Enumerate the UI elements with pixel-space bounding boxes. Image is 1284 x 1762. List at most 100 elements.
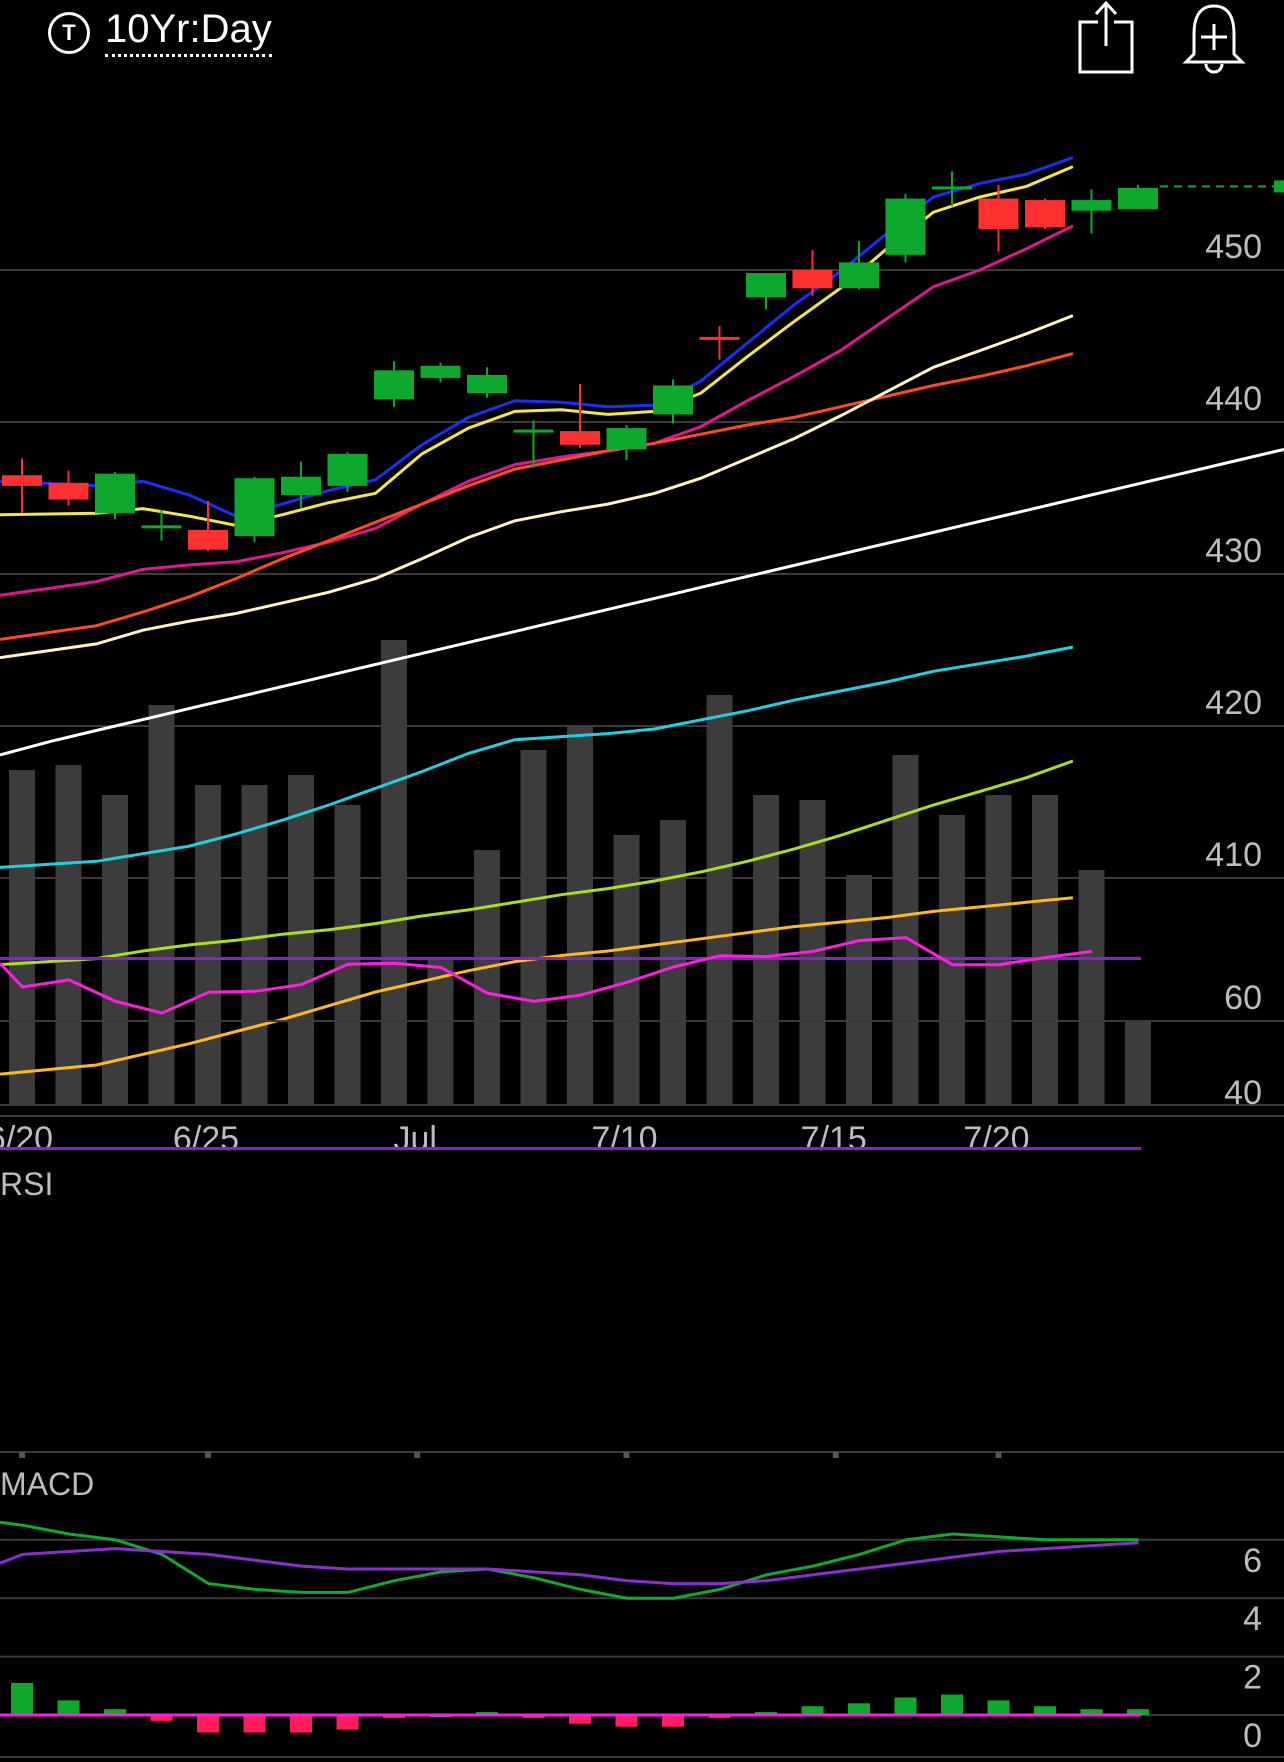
volume-bar	[985, 795, 1012, 1105]
macd-histogram-bar	[290, 1715, 312, 1733]
candle-body	[95, 473, 135, 514]
macd-histogram-bar	[1080, 1709, 1103, 1715]
x-axis-label: 7/15	[801, 1120, 867, 1158]
x-axis-label: 6/25	[173, 1120, 239, 1158]
volume-bar	[474, 850, 500, 1105]
macd-histogram-bar	[987, 1700, 1010, 1715]
candle-body	[374, 370, 414, 400]
volume-bar	[102, 795, 128, 1105]
volume-bar	[381, 640, 407, 1105]
x-axis-label: 6/20	[0, 1120, 53, 1158]
volume-bar	[1125, 1020, 1151, 1105]
timeframe-title[interactable]: 10Yr:Day	[105, 6, 272, 57]
volume-bar	[334, 805, 361, 1105]
rsi-tick-mark	[832, 1452, 839, 1458]
candle-body	[792, 270, 833, 289]
candle-body	[467, 374, 507, 394]
share-icon[interactable]	[1074, 0, 1138, 76]
candle-body	[885, 198, 926, 255]
rsi-tick-mark	[995, 1452, 1002, 1458]
macd-histogram-bar	[894, 1697, 917, 1715]
candle-body	[746, 273, 786, 298]
macd-histogram-bar	[11, 1682, 33, 1715]
macd-histogram-bar	[104, 1709, 126, 1715]
candle-body	[560, 431, 600, 445]
macd-histogram-bar	[662, 1715, 684, 1727]
top-bar: T 10Yr:Day	[0, 0, 1284, 80]
volume-bar	[427, 960, 454, 1105]
price-axis-label: 410	[1205, 836, 1262, 874]
macd-axis-label: 6	[1243, 1542, 1262, 1580]
rsi-tick-mark	[205, 1452, 211, 1458]
macd-histogram-bar	[848, 1703, 870, 1715]
moving-average-line	[0, 896, 1074, 1076]
candle-body	[234, 478, 275, 536]
candle-body	[839, 262, 879, 289]
macd-histogram-bar	[1034, 1706, 1056, 1715]
macd-signal-line	[0, 1541, 1139, 1586]
macd-histogram-bar	[569, 1715, 591, 1724]
macd-axis-label: 2	[1243, 1659, 1262, 1697]
macd-histogram-bar	[336, 1715, 359, 1730]
macd-histogram-bar	[57, 1700, 80, 1715]
moving-average-line	[0, 759, 1074, 967]
macd-histogram-bar	[801, 1706, 824, 1715]
candle-body	[699, 336, 740, 340]
candle-body	[2, 475, 42, 486]
volume-bar	[892, 755, 919, 1105]
macd-label: MACD	[0, 1466, 94, 1502]
rsi-tick-mark	[19, 1452, 25, 1458]
price-axis-label: 450	[1205, 228, 1262, 266]
candle-body	[653, 385, 693, 415]
macd-axis-label: 0	[1243, 1717, 1262, 1755]
price-axis-label: 430	[1205, 532, 1262, 570]
moving-average-line	[0, 447, 1284, 757]
volume-bar	[660, 820, 686, 1105]
candle-body	[513, 429, 554, 433]
macd-histogram-bar	[243, 1715, 266, 1733]
price-axis-label: 420	[1205, 684, 1262, 722]
moving-average-line	[0, 224, 1074, 597]
candle-body	[606, 428, 647, 450]
rsi-tick-mark	[623, 1452, 630, 1458]
last-price-marker	[1274, 180, 1284, 193]
moving-average-line	[0, 314, 1074, 660]
candle-body	[141, 525, 182, 529]
price-axis-label: 440	[1205, 380, 1262, 418]
candle-body	[978, 198, 1019, 229]
macd-histogram-bar	[150, 1715, 173, 1721]
volume-bar	[1032, 795, 1058, 1105]
macd-histogram-bar	[1127, 1709, 1149, 1715]
volume-bar	[567, 725, 593, 1105]
candle-body	[1025, 200, 1065, 228]
candle-body	[327, 453, 368, 486]
volume-bar	[9, 770, 35, 1105]
macd-histogram-bar	[197, 1715, 219, 1733]
volume-bar	[706, 695, 733, 1105]
candle-body	[1071, 200, 1112, 211]
volume-bar	[1078, 870, 1105, 1105]
volume-bar	[520, 750, 547, 1105]
macd-line	[0, 1520, 1139, 1600]
rsi-label: RSI	[0, 1166, 53, 1202]
volume-bar	[241, 785, 268, 1105]
volume-bar	[148, 705, 175, 1105]
volume-bar	[753, 795, 779, 1105]
candle-body	[281, 476, 321, 495]
volume-bar	[288, 775, 314, 1105]
candle-body	[932, 186, 972, 190]
macd-axis-label: 4	[1243, 1600, 1262, 1638]
volume-bar	[55, 765, 82, 1105]
moving-average-line	[0, 352, 1074, 641]
x-axis-label: 7/10	[591, 1120, 657, 1158]
symbol-badge-icon[interactable]: T	[48, 12, 90, 54]
candle-body	[420, 365, 461, 378]
x-axis-label: Jul	[394, 1120, 437, 1158]
rsi-axis-label: 60	[1224, 979, 1262, 1017]
macd-histogram-bar	[941, 1694, 963, 1715]
rsi-line	[0, 936, 1093, 1015]
rsi-axis-label: 40	[1224, 1074, 1262, 1112]
add-alert-icon[interactable]	[1182, 0, 1246, 76]
moving-average-line	[0, 645, 1074, 869]
